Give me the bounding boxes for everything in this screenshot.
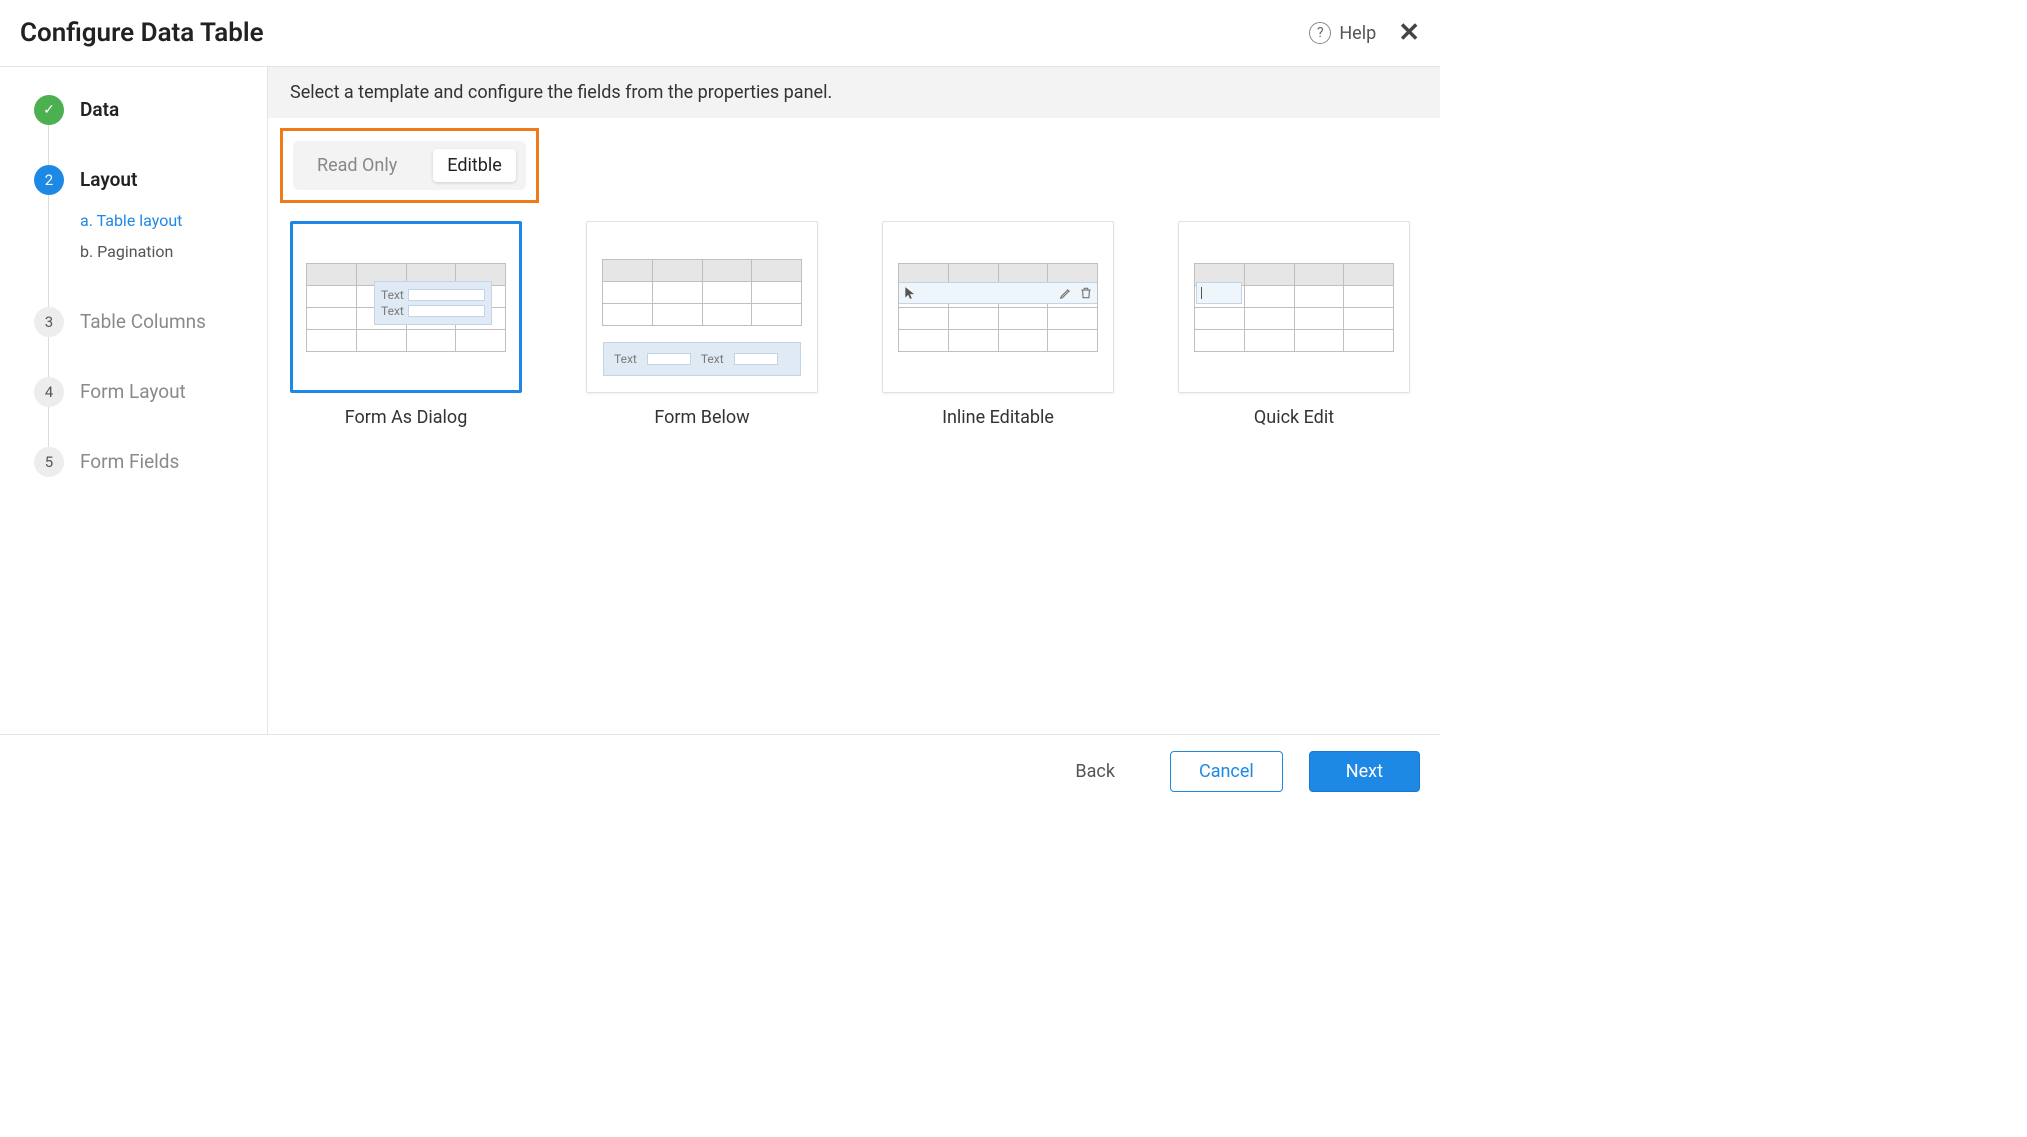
text-caret-icon: [1201, 287, 1202, 299]
card-caption: Inline Editable: [882, 407, 1114, 428]
form-below-bar-icon: Text Text: [603, 342, 801, 376]
card-caption: Quick Edit: [1178, 407, 1410, 428]
inline-row-highlight-icon: [899, 282, 1097, 304]
dialog-body: ✓ Data 2 Layout a. Table layout b. Pagin…: [0, 67, 1440, 734]
step-badge-done: ✓: [34, 95, 64, 125]
next-button[interactable]: Next: [1309, 751, 1420, 792]
segment-read-only[interactable]: Read Only: [303, 149, 411, 182]
mini-label: Text: [381, 304, 404, 318]
step-label: Table Columns: [80, 310, 206, 333]
edit-mode-toggle: Read Only Editble: [293, 141, 526, 190]
card-preview: Text Text: [586, 221, 818, 393]
step-label: Data: [80, 98, 119, 121]
step-form-layout[interactable]: 4 Form Layout: [34, 377, 247, 447]
dialog-overlay-icon: Text Text: [374, 281, 492, 325]
template-card-quick-edit[interactable]: Quick Edit: [1178, 221, 1410, 428]
step-label: Layout: [80, 168, 182, 191]
cancel-button[interactable]: Cancel: [1170, 751, 1283, 792]
header-actions: ? Help ✕: [1309, 20, 1420, 46]
mini-table-icon: [898, 263, 1098, 352]
cursor-icon: [903, 286, 917, 300]
step-label: Form Layout: [80, 380, 186, 403]
substep-table-layout[interactable]: a. Table layout: [80, 205, 182, 236]
step-label: Form Fields: [80, 450, 179, 473]
help-label: Help: [1339, 23, 1376, 44]
card-caption: Form As Dialog: [290, 407, 522, 428]
step-form-fields[interactable]: 5 Form Fields: [34, 447, 247, 477]
template-card-row: Text Text Form As Dialog: [278, 217, 1430, 432]
step-badge: 4: [34, 377, 64, 407]
card-preview: Text Text: [290, 221, 522, 393]
highlight-annotation: Read Only Editble: [280, 128, 539, 203]
main-panel: Select a template and configure the fiel…: [268, 67, 1440, 734]
step-data[interactable]: ✓ Data: [34, 95, 247, 165]
dialog-header: Configure Data Table ? Help ✕: [0, 0, 1440, 67]
wizard-stepper: ✓ Data 2 Layout a. Table layout b. Pagin…: [0, 67, 268, 734]
substep-pagination[interactable]: b. Pagination: [80, 236, 182, 267]
step-table-columns[interactable]: 3 Table Columns: [34, 307, 247, 377]
step-badge: 3: [34, 307, 64, 337]
card-preview: [882, 221, 1114, 393]
trash-icon: [1079, 286, 1093, 300]
segment-editable[interactable]: Editble: [433, 149, 516, 182]
mini-label: Text: [614, 352, 637, 366]
close-icon[interactable]: ✕: [1398, 20, 1420, 46]
help-button[interactable]: ? Help: [1309, 22, 1376, 44]
instruction-text: Select a template and configure the fiel…: [268, 67, 1440, 118]
dialog-footer: Back Cancel Next: [0, 734, 1440, 808]
card-preview: [1178, 221, 1410, 393]
template-card-form-dialog[interactable]: Text Text Form As Dialog: [290, 221, 522, 428]
help-icon: ?: [1309, 22, 1331, 44]
check-icon: ✓: [43, 102, 55, 118]
dialog-title: Configure Data Table: [20, 18, 264, 48]
template-card-inline-editable[interactable]: Inline Editable: [882, 221, 1114, 428]
mini-label: Text: [701, 352, 724, 366]
mini-table-icon: [602, 259, 802, 326]
back-button[interactable]: Back: [1046, 751, 1144, 792]
step-badge: 5: [34, 447, 64, 477]
card-caption: Form Below: [586, 407, 818, 428]
pencil-icon: [1059, 286, 1073, 300]
content-area: Read Only Editble: [268, 118, 1440, 442]
substep-list: a. Table layout b. Pagination: [80, 205, 182, 267]
step-layout[interactable]: 2 Layout a. Table layout b. Pagination: [34, 165, 247, 307]
quick-cell-highlight-icon: [1196, 282, 1242, 304]
mini-label: Text: [381, 288, 404, 302]
template-card-form-below[interactable]: Text Text Form Below: [586, 221, 818, 428]
step-badge-current: 2: [34, 165, 64, 195]
mini-table-icon: [1194, 263, 1394, 352]
